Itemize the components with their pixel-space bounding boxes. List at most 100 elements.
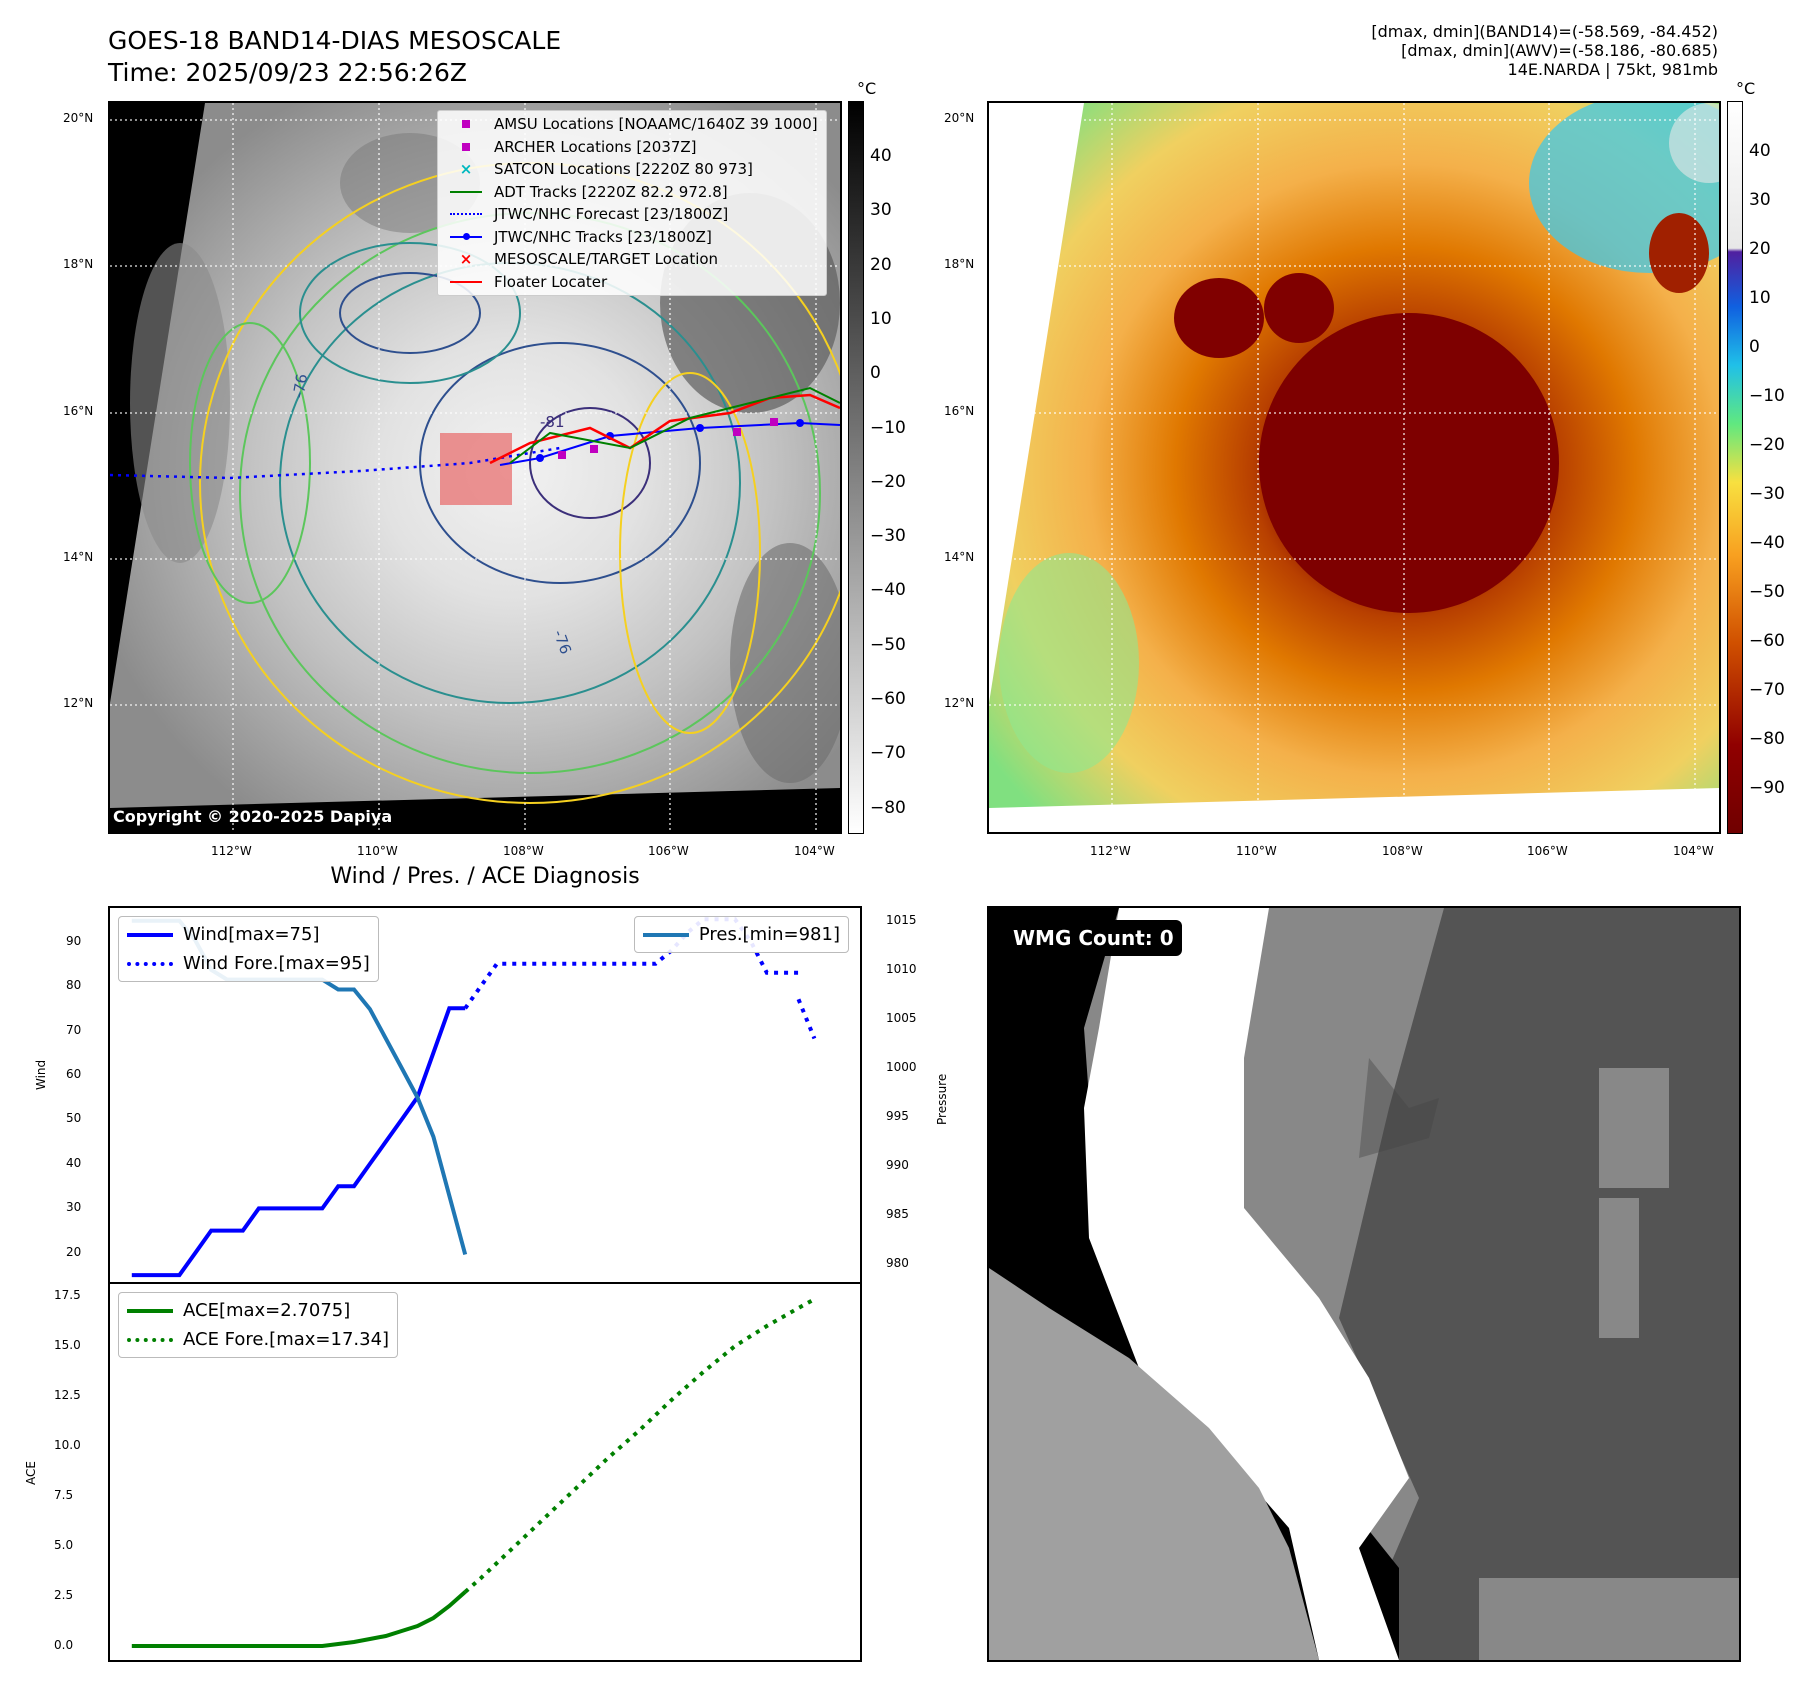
- colorbar-tick: 40: [1749, 141, 1771, 161]
- legend-label: ACE Fore.[max=17.34]: [183, 1329, 390, 1350]
- diagnosis-title: Wind / Pres. / ACE Diagnosis: [330, 864, 640, 889]
- colorbar-tick: 10: [870, 308, 892, 329]
- wind-tick-label: 40: [66, 1155, 82, 1170]
- ace-chart: [108, 1282, 862, 1662]
- lat-label: 18°N: [63, 257, 94, 271]
- colorbar-tick: 20: [1749, 239, 1771, 259]
- colorbar-tick: −30: [1749, 484, 1785, 504]
- contour-label: -81: [540, 413, 565, 431]
- legend-label: Wind Fore.[max=95]: [183, 953, 370, 974]
- lat-label: 20°N: [944, 111, 975, 125]
- lon-label: 104°W: [1673, 844, 1714, 858]
- pressure-tick-label: 980: [886, 1256, 909, 1271]
- wmg-count-badge: WMG Count: 0: [1005, 920, 1182, 956]
- ace-tick-label: 17.5: [54, 1288, 81, 1302]
- colorbar-tick: −40: [1749, 533, 1785, 553]
- colorbar-tick: −60: [1749, 631, 1785, 651]
- lon-label: 110°W: [357, 844, 398, 858]
- colorbar-tick: −10: [870, 417, 906, 438]
- pressure-tick-label: 1015: [886, 912, 917, 927]
- colorbar-tick: 30: [870, 200, 892, 221]
- ace-tick-label: 12.5: [54, 1388, 81, 1402]
- legend-label: SATCON Locations [2220Z 80 973]: [494, 160, 753, 178]
- lat-label: 18°N: [944, 257, 975, 271]
- color-colorbar: [1727, 101, 1743, 834]
- colorbar-tick: 40: [870, 146, 892, 166]
- awv-map-panel: [987, 101, 1721, 834]
- wind-tick-label: 90: [66, 933, 82, 948]
- lat-label: 16°N: [944, 404, 975, 418]
- title-line-1: GOES-18 BAND14-DIAS MESOSCALE: [108, 26, 562, 55]
- legend-item-ace: ACE[max=2.7075]: [127, 1296, 389, 1325]
- wind-tick-label: 60: [66, 1066, 82, 1081]
- awv-map-image: [989, 103, 1719, 832]
- pressure-tick-label: 990: [886, 1158, 909, 1173]
- lat-label: 12°N: [944, 696, 975, 710]
- colorbar-tick: −30: [870, 526, 906, 547]
- lon-label: 106°W: [1527, 844, 1568, 858]
- colorbar-tick: −70: [1749, 680, 1785, 700]
- ace-tick-label: 0.0: [54, 1638, 74, 1652]
- lon-label: 108°W: [1382, 844, 1423, 858]
- ace-tick-label: 2.5: [54, 1588, 74, 1602]
- pressure-tick-label: 985: [886, 1207, 909, 1222]
- ace-tick-label: 10.0: [54, 1438, 81, 1452]
- wind-tick-label: 70: [66, 1022, 82, 1037]
- colorbar-tick: 0: [1749, 337, 1760, 357]
- legend-label: MESOSCALE/TARGET Location: [494, 250, 719, 268]
- legend-item-pressure: Pres.[min=981]: [642, 920, 840, 949]
- legend-label: AMSU Locations [NOAAMC/1640Z 39 1000]: [494, 115, 818, 133]
- colorbar-tick: −40: [870, 580, 906, 601]
- colorbar-tick: −20: [870, 471, 906, 492]
- pressure-tick-label: 995: [886, 1109, 909, 1124]
- lon-label: 112°W: [1090, 844, 1131, 858]
- wind-legend: Wind[max=75] Wind Fore.[max=95]: [118, 916, 379, 982]
- series-line-3: [796, 998, 817, 1040]
- intensity-info: [dmax, dmin](BAND14)=(-58.569, -84.452) …: [1371, 22, 1718, 79]
- colorbar-tick: 20: [870, 254, 892, 275]
- legend-item-wind-forecast: Wind Fore.[max=95]: [127, 949, 370, 978]
- copyright-text: Copyright © 2020-2025 Dapiya: [113, 807, 393, 826]
- info-line-1: [dmax, dmin](BAND14)=(-58.569, -84.452): [1371, 22, 1718, 41]
- lon-label: 108°W: [503, 844, 544, 858]
- pressure-tick-label: 1010: [886, 961, 917, 976]
- wind-tick-label: 80: [66, 978, 82, 993]
- lat-label: 16°N: [63, 404, 94, 418]
- lon-label: 104°W: [794, 844, 835, 858]
- ace-series-line-0: [131, 1590, 467, 1648]
- legend-label: JTWC/NHC Forecast [23/1800Z]: [494, 205, 729, 223]
- gray-colorbar: [848, 101, 864, 834]
- pressure-tick-label: 1005: [886, 1010, 917, 1025]
- lon-label: 110°W: [1236, 844, 1277, 858]
- colorbar-tick: −20: [1749, 435, 1785, 455]
- legend-label: JTWC/NHC Tracks [23/1800Z]: [494, 227, 712, 246]
- colorbar-tick: −80: [1749, 729, 1785, 749]
- legend-item-floater: Floater Locater: [446, 271, 818, 294]
- ace-axis-label: ACE: [24, 1461, 38, 1485]
- info-line-3: 14E.NARDA | 75kt, 981mb: [1507, 60, 1718, 79]
- legend-item-amsu: AMSU Locations [NOAAMC/1640Z 39 1000]: [446, 113, 818, 136]
- pressure-tick-label: 1000: [886, 1060, 917, 1074]
- legend-label: ADT Tracks [2220Z 82.2 972.8]: [494, 182, 728, 201]
- colorbar-tick: −50: [1749, 582, 1785, 602]
- map-legend: AMSU Locations [NOAAMC/1640Z 39 1000] AR…: [437, 110, 827, 296]
- pressure-axis-label: Pressure: [935, 1073, 949, 1125]
- ace-tick-label: 5.0: [54, 1538, 74, 1552]
- series-line-0: [131, 1006, 466, 1278]
- colorbar-tick: −90: [1749, 778, 1785, 798]
- legend-item-satcon: × SATCON Locations [2220Z 80 973]: [446, 158, 818, 181]
- legend-item-mesoscale: × MESOSCALE/TARGET Location: [446, 248, 818, 271]
- pressure-legend: Pres.[min=981]: [633, 916, 849, 953]
- lon-label: 112°W: [211, 844, 252, 858]
- lat-label: 14°N: [63, 550, 94, 564]
- plot-frame: [108, 1282, 862, 1662]
- legend-label: Pres.[min=981]: [698, 924, 840, 945]
- title-line-2: Time: 2025/09/23 22:56:26Z: [108, 58, 467, 87]
- lon-label: 106°W: [648, 844, 689, 858]
- colorbar-tick: −60: [870, 689, 906, 709]
- legend-label: ACE[max=2.7075]: [183, 1300, 351, 1321]
- ace-series-line-1: [463, 1297, 816, 1594]
- colorbar-tick: 10: [1749, 288, 1771, 308]
- colorbar-tick: −70: [870, 743, 906, 764]
- colorbar-tick: −80: [870, 797, 906, 818]
